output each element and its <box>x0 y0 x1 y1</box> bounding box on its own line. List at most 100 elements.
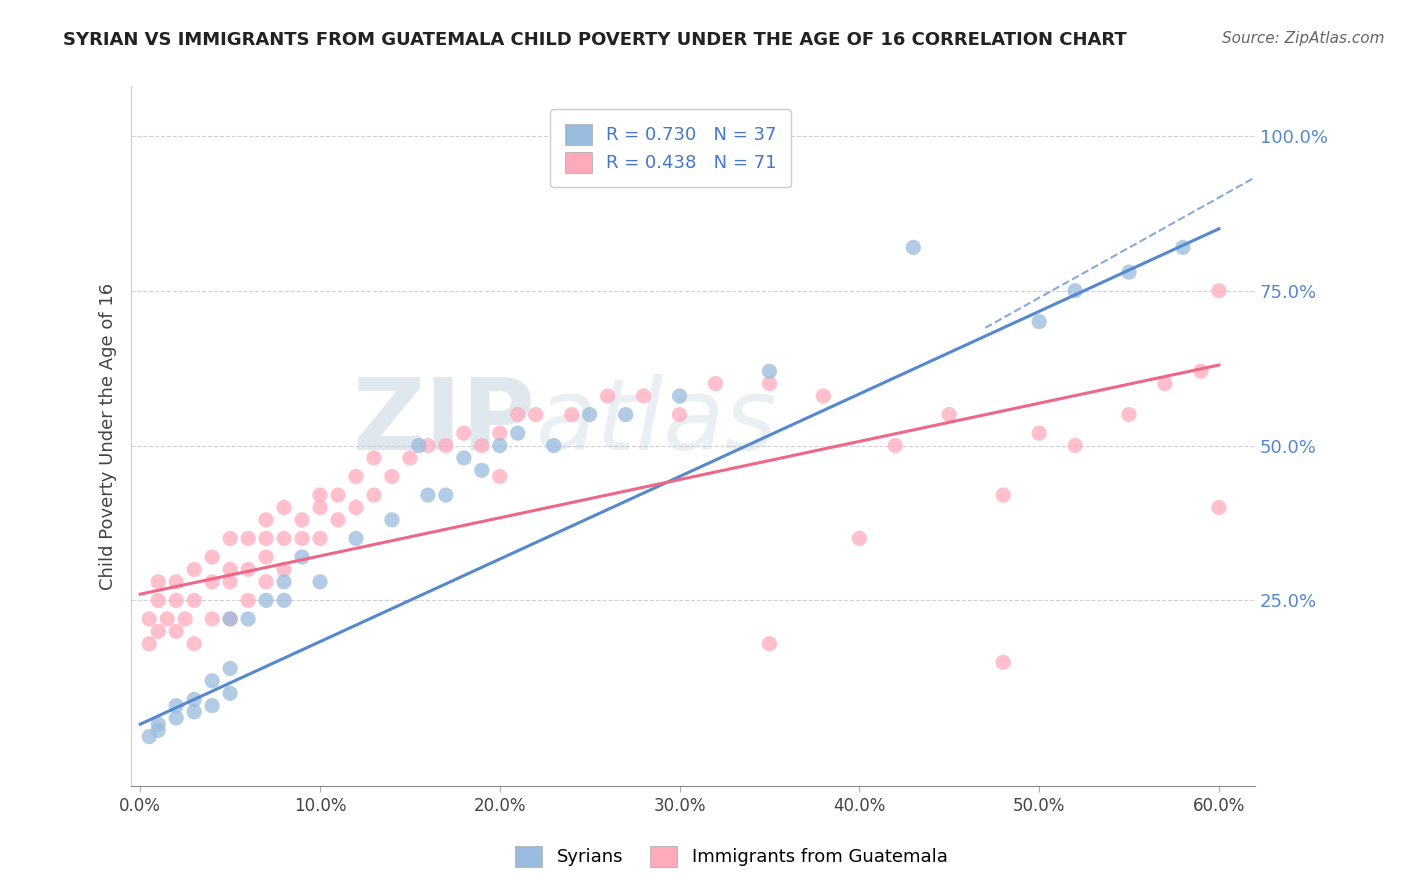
Point <box>219 574 242 589</box>
Point <box>254 549 277 564</box>
Point <box>848 532 870 546</box>
Point <box>1028 315 1050 329</box>
Point <box>201 673 224 688</box>
Point <box>884 438 907 452</box>
Point <box>219 562 242 576</box>
Point <box>381 513 404 527</box>
Point <box>291 549 314 564</box>
Point <box>148 574 170 589</box>
Point <box>506 426 529 441</box>
Point <box>704 376 727 391</box>
Point <box>813 389 835 403</box>
Point <box>236 593 259 607</box>
Point <box>668 408 690 422</box>
Legend: R = 0.730   N = 37, R = 0.438   N = 71: R = 0.730 N = 37, R = 0.438 N = 71 <box>550 110 792 187</box>
Point <box>578 408 600 422</box>
Point <box>991 655 1014 669</box>
Point <box>471 438 494 452</box>
Point <box>165 711 187 725</box>
Point <box>758 376 780 391</box>
Point <box>309 574 332 589</box>
Point <box>1028 426 1050 441</box>
Point <box>273 593 295 607</box>
Point <box>344 469 367 483</box>
Point <box>1118 408 1140 422</box>
Point <box>344 532 367 546</box>
Point <box>138 612 160 626</box>
Point <box>273 562 295 576</box>
Point <box>453 426 475 441</box>
Text: atlas: atlas <box>536 374 778 471</box>
Point <box>614 408 637 422</box>
Point <box>254 532 277 546</box>
Point <box>201 698 224 713</box>
Point <box>488 469 510 483</box>
Point <box>938 408 960 422</box>
Point <box>165 593 187 607</box>
Point <box>381 469 404 483</box>
Point <box>326 513 349 527</box>
Point <box>254 513 277 527</box>
Point <box>758 364 780 378</box>
Point <box>219 612 242 626</box>
Point <box>148 593 170 607</box>
Point <box>254 593 277 607</box>
Point <box>1064 438 1087 452</box>
Text: SYRIAN VS IMMIGRANTS FROM GUATEMALA CHILD POVERTY UNDER THE AGE OF 16 CORRELATIO: SYRIAN VS IMMIGRANTS FROM GUATEMALA CHIL… <box>63 31 1128 49</box>
Point <box>273 574 295 589</box>
Point <box>543 438 565 452</box>
Point <box>165 624 187 639</box>
Point <box>633 389 655 403</box>
Point <box>1064 284 1087 298</box>
Point <box>596 389 619 403</box>
Point <box>201 549 224 564</box>
Point <box>488 426 510 441</box>
Point <box>183 593 205 607</box>
Point <box>219 686 242 700</box>
Point <box>1208 284 1230 298</box>
Point <box>201 574 224 589</box>
Point <box>138 637 160 651</box>
Point <box>344 500 367 515</box>
Point <box>183 637 205 651</box>
Point <box>309 500 332 515</box>
Point <box>254 574 277 589</box>
Point <box>363 450 385 465</box>
Point <box>174 612 197 626</box>
Point <box>1171 240 1194 254</box>
Point <box>236 532 259 546</box>
Point <box>903 240 925 254</box>
Point <box>148 723 170 738</box>
Point <box>183 562 205 576</box>
Point <box>273 532 295 546</box>
Point <box>309 532 332 546</box>
Point <box>363 488 385 502</box>
Point <box>201 612 224 626</box>
Text: ZIP: ZIP <box>353 374 536 471</box>
Point <box>561 408 583 422</box>
Point <box>416 488 439 502</box>
Point <box>326 488 349 502</box>
Point <box>1208 500 1230 515</box>
Point <box>219 661 242 675</box>
Point <box>1118 265 1140 279</box>
Point <box>758 637 780 651</box>
Point <box>183 705 205 719</box>
Point <box>524 408 547 422</box>
Point <box>434 488 457 502</box>
Point <box>434 438 457 452</box>
Point <box>236 562 259 576</box>
Point <box>471 463 494 477</box>
Point <box>399 450 422 465</box>
Point <box>1189 364 1212 378</box>
Text: Source: ZipAtlas.com: Source: ZipAtlas.com <box>1222 31 1385 46</box>
Legend: Syrians, Immigrants from Guatemala: Syrians, Immigrants from Guatemala <box>508 838 955 874</box>
Point <box>291 513 314 527</box>
Point <box>165 698 187 713</box>
Point <box>408 438 430 452</box>
Point <box>148 624 170 639</box>
Point <box>668 389 690 403</box>
Point <box>991 488 1014 502</box>
Point <box>1154 376 1177 391</box>
Point <box>148 717 170 731</box>
